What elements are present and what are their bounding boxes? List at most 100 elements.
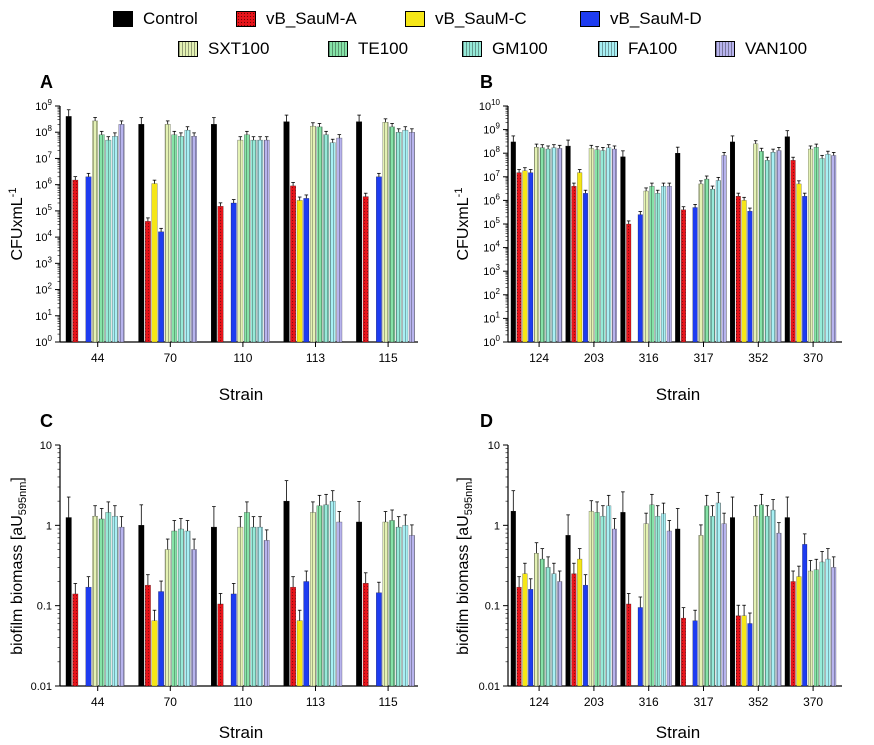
panel-b-bar-vb-saum-a-370 [790,160,796,343]
panel-d-bar-vb-saum-a-203 [571,573,577,687]
panel-d-bar-van100-352 [776,532,782,687]
panel-c-ytick-label: 1 [46,520,52,532]
panel-d-bar-van100-316 [666,530,672,687]
panel-b-bar-van100-352 [776,150,782,343]
panel-b-bar-gm100-124 [545,148,551,343]
legend-swatch [178,41,198,57]
panel-d-bar-sxt100-124 [534,552,540,687]
panel-a-bar-fa100-113 [329,142,336,343]
panel-d-bar-te100-203 [594,512,600,687]
legend-swatch [580,11,600,27]
panel-d-bar-fa100-352 [770,509,776,687]
panel-d-bar-gm100-124 [545,567,551,687]
panel-b-bar-van100-124 [557,148,563,343]
panel-a-bar-sxt100-70 [164,124,171,343]
panel-b-bar-vb-saum-d-352 [747,210,753,343]
panel-c-bar-te100-44 [98,518,105,687]
legend-swatch [462,41,482,57]
panel-d-bar-sxt100-316 [643,523,649,687]
legend-label: FA100 [628,39,678,58]
panel-d-bar-control-317 [675,528,681,687]
panel-d-bar-control-352 [730,517,736,687]
panel-d-bar-vb-saum-d-203 [583,584,589,687]
panel-c-bar-vb-saum-a-113 [290,586,296,687]
panel-b-ytick-label: 108 [483,145,500,160]
panel-a-xtick-label: 70 [164,351,178,365]
panel-d-bar-te100-124 [539,558,545,687]
panel-d-bar-sxt100-317 [698,535,704,687]
panel-c-xtick-label: 44 [91,695,105,709]
panel-b-bar-vb-saum-d-316 [637,214,643,343]
panel-c-bar-van100-70 [191,549,197,687]
panel-c-bar-sxt100-70 [164,549,171,687]
panel-d-bar-vb-saum-a-316 [626,603,632,687]
legend-label: GM100 [492,39,548,58]
panel-c-bar-vb-saum-c-70 [151,620,158,687]
panel-a-bar-vb-saum-c-70 [151,183,158,343]
panel-b-bar-vb-saum-c-124 [522,170,528,343]
panel-a-bar-vb-saum-a-44 [72,179,79,343]
panel-c-bar-vb-saum-d-44 [85,586,92,687]
legend-item-sxt100: SXT100 [178,38,269,60]
legend-item-fa100: FA100 [598,38,677,60]
panel-a-ytick-label: 102 [35,282,52,297]
panel-c-bar-te100-115 [389,520,395,687]
panel-b-bar-vb-saum-c-203 [577,172,583,343]
panel-c-bar-van100-115 [409,535,415,687]
panel-b-bar-vb-saum-a-316 [626,223,632,343]
panel-c-bar-vb-saum-d-113 [303,581,310,687]
panel-c-bar-fa100-110 [257,526,263,687]
panel-b-bar-vb-saum-c-352 [741,200,747,343]
panel-a-ytick-label: 101 [35,308,52,323]
panel-a-ytick-label: 106 [35,177,52,192]
panel-c-bar-control-70 [138,525,145,687]
panel-a-bar-fa100-70 [184,129,191,343]
panel-a-bar-te100-110 [243,134,250,343]
panel-a-bar-vb-saum-a-110 [217,206,224,343]
legend-swatch [715,41,735,57]
legend-label: vB_SauM-C [435,9,527,28]
panel-b-bar-te100-316 [649,185,655,343]
panel-a-ytick-label: 100 [35,334,52,349]
panel-a-bar-gm100-110 [250,139,257,343]
panel-c-bar-te100-70 [171,530,178,687]
panel-d-letter: D [480,411,493,431]
panel-b-bar-van100-317 [721,155,727,343]
panel-c-bar-vb-saum-d-115 [376,592,382,687]
panel-b-bar-gm100-352 [764,160,770,343]
panel-c-ylabel: biofilm biomass [aU595nm] [9,477,29,655]
panel-b-bar-control-317 [675,152,681,343]
panel-c-bar-gm100-44 [105,512,112,687]
panel-b-bar-te100-370 [813,146,819,343]
panel-b-bar-control-352 [730,141,736,343]
panel-c-xtick-label: 70 [164,695,178,709]
panel-a-bar-gm100-115 [395,132,402,343]
panel-b-bar-van100-370 [831,155,837,343]
panel-c-bar-vb-saum-a-44 [72,593,79,687]
panel-a-bar-fa100-110 [257,139,263,343]
panel-c-bar-vb-saum-a-110 [217,603,224,687]
panel-d-bar-control-370 [784,517,790,687]
panel-a-bar-vb-saum-d-113 [303,198,310,343]
panel-b-bar-vb-saum-d-203 [583,193,589,343]
panel-c-bar-vb-saum-a-115 [362,583,369,687]
panel-d-xtick-label: 203 [584,695,604,709]
panel-b-bar-vb-saum-a-203 [571,185,577,343]
panel-c-ytick-label: 0.01 [31,681,52,693]
panel-a-bar-vb-saum-a-70 [144,221,151,343]
panel-b-bar-control-316 [620,156,626,343]
panel-b-bar-gm100-317 [710,188,716,343]
panel-a-bar-sxt100-44 [92,120,99,343]
panel-b-bar-van100-316 [666,185,672,343]
panel-c-bar-control-110 [210,526,217,687]
panel-a-ytick-label: 109 [35,98,52,113]
panel-d-bar-gm100-352 [764,515,770,687]
panel-b-bar-sxt100-124 [534,146,540,343]
panel-a-bar-te100-115 [389,126,395,343]
panel-d-bar-sxt100-370 [808,570,814,687]
legend-item-control: Control [113,8,198,30]
panel-b-xtick-label: 203 [584,351,604,365]
panel-b-xtick-label: 352 [748,351,768,365]
panel-a-ytick-label: 103 [35,255,52,270]
